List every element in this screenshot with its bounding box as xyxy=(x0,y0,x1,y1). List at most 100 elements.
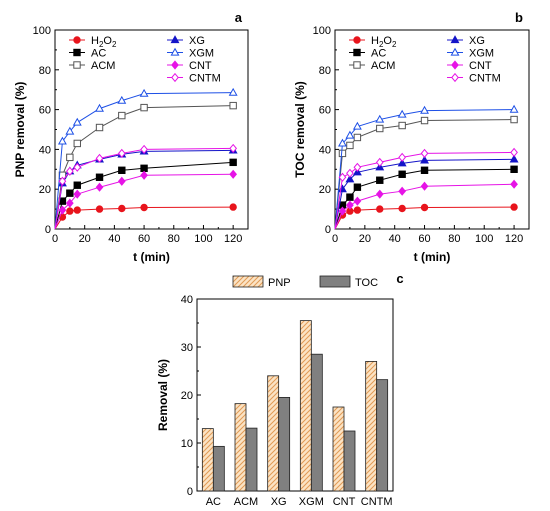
legend-label-part: O xyxy=(383,35,392,47)
plot-frame xyxy=(196,298,394,492)
bar-pnp xyxy=(234,403,247,492)
data-point xyxy=(397,109,407,118)
data-point xyxy=(376,205,384,213)
data-point xyxy=(353,183,362,191)
series-h2o2 xyxy=(334,203,518,230)
legend-label-cntm: CNTM xyxy=(469,73,501,85)
data-point xyxy=(73,189,82,199)
data-point xyxy=(398,170,406,178)
y-tick-label: 20 xyxy=(319,184,331,196)
data-point xyxy=(117,148,126,158)
data-point xyxy=(139,88,149,97)
data-point xyxy=(346,200,354,210)
data-point xyxy=(375,114,385,123)
series-line xyxy=(54,149,234,230)
legend-marker xyxy=(170,47,180,56)
x-tick-label: 80 xyxy=(168,233,180,245)
series-ac xyxy=(334,165,518,230)
data-point xyxy=(398,186,407,196)
legend-label-ac: AC xyxy=(91,48,106,60)
bar-toc xyxy=(212,445,225,492)
series-line xyxy=(334,119,515,230)
panel-label: c xyxy=(396,271,403,286)
x-tick-label: 100 xyxy=(475,233,493,245)
data-point xyxy=(229,203,237,211)
data-point xyxy=(66,153,74,162)
data-point xyxy=(73,181,81,189)
legend-swatch xyxy=(319,275,351,288)
data-point xyxy=(509,154,519,163)
data-point xyxy=(346,168,354,178)
data-point xyxy=(345,130,355,139)
y-tick-label: 10 xyxy=(181,438,193,450)
data-point xyxy=(398,152,407,162)
data-point xyxy=(338,138,347,147)
y-tick-label: 80 xyxy=(39,65,51,77)
legend-label-subscript: 2 xyxy=(392,40,397,49)
data-point xyxy=(229,101,237,110)
bar-toc xyxy=(245,427,258,492)
data-point xyxy=(353,206,362,214)
legend-marker xyxy=(171,60,179,70)
legend-marker xyxy=(73,48,81,57)
data-point xyxy=(140,170,148,180)
bar-toc xyxy=(278,396,291,492)
legend-marker xyxy=(170,35,180,44)
legend-marker xyxy=(353,48,361,57)
data-point xyxy=(353,196,362,206)
x-axis-title: t (min) xyxy=(133,250,170,264)
legend-marker xyxy=(73,36,81,44)
x-tick-label: 40 xyxy=(389,233,401,245)
series-line xyxy=(54,173,234,230)
y-tick-label: 100 xyxy=(313,25,331,37)
data-point xyxy=(509,104,519,113)
x-category-label: AC xyxy=(206,496,221,508)
data-point xyxy=(73,162,82,172)
data-point xyxy=(117,95,127,104)
x-tick-label: 20 xyxy=(79,233,91,245)
y-axis-title: PNP removal (%) xyxy=(13,82,27,178)
x-tick-label: 40 xyxy=(108,233,120,245)
series-acm xyxy=(54,101,237,230)
x-tick-label: 0 xyxy=(332,233,338,245)
legend-marker xyxy=(353,36,361,44)
data-point xyxy=(510,203,518,211)
data-point xyxy=(140,164,148,173)
y-tick-label: 0 xyxy=(45,224,51,236)
legend-swatch xyxy=(232,275,264,288)
series-cnt xyxy=(54,169,238,230)
legend-label-subscript: 2 xyxy=(112,40,117,49)
x-tick-label: 60 xyxy=(138,233,150,245)
bar-toc xyxy=(310,353,323,492)
data-point xyxy=(228,87,238,96)
panel-label: b xyxy=(515,10,523,25)
series-line xyxy=(54,147,234,230)
data-point xyxy=(346,193,354,201)
bar-pnp xyxy=(332,406,345,492)
data-point xyxy=(510,115,518,124)
x-category-label: ACM xyxy=(234,496,258,508)
data-point xyxy=(353,133,362,142)
series-cnt xyxy=(334,179,518,230)
data-point xyxy=(140,103,148,112)
x-category-label: XG xyxy=(271,496,287,508)
y-tick-label: 40 xyxy=(319,144,331,156)
data-point xyxy=(57,136,67,145)
data-point xyxy=(65,198,74,208)
data-point xyxy=(229,158,237,167)
data-point xyxy=(95,182,104,192)
data-point xyxy=(95,205,104,213)
x-tick-label: 80 xyxy=(448,233,460,245)
data-point xyxy=(375,157,384,167)
y-axis-title: Removal (%) xyxy=(156,359,170,431)
legend-marker xyxy=(353,61,361,69)
y-tick-label: 20 xyxy=(39,184,51,196)
legend-label-pnp: PNP xyxy=(268,277,291,289)
data-point xyxy=(118,204,126,213)
panel-label: a xyxy=(235,10,243,25)
x-category-label: CNTM xyxy=(361,496,393,508)
data-point xyxy=(95,153,104,163)
data-point xyxy=(398,121,406,130)
data-point xyxy=(420,203,429,212)
